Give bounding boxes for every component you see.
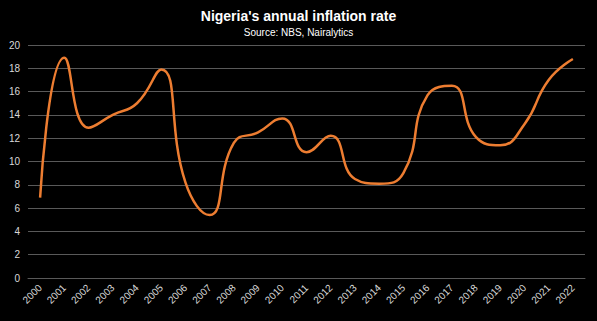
svg-text:20: 20	[9, 40, 21, 51]
svg-text:2018: 2018	[456, 282, 480, 306]
svg-text:2016: 2016	[408, 282, 432, 306]
svg-text:2013: 2013	[335, 282, 359, 306]
svg-text:2015: 2015	[384, 282, 408, 306]
svg-text:2008: 2008	[214, 282, 238, 306]
svg-text:2021: 2021	[529, 282, 553, 306]
svg-text:2006: 2006	[166, 282, 190, 306]
svg-text:10: 10	[9, 156, 21, 167]
svg-text:12: 12	[9, 133, 21, 144]
svg-text:8: 8	[14, 179, 20, 190]
svg-text:2001: 2001	[45, 282, 69, 306]
svg-text:2002: 2002	[69, 282, 93, 306]
svg-text:2017: 2017	[432, 282, 456, 306]
svg-text:2020: 2020	[505, 282, 529, 306]
svg-text:6: 6	[14, 203, 20, 214]
svg-text:2: 2	[14, 249, 20, 260]
svg-text:2007: 2007	[190, 282, 214, 306]
svg-text:2014: 2014	[360, 282, 384, 306]
svg-text:2003: 2003	[93, 282, 117, 306]
svg-text:18: 18	[9, 63, 21, 74]
svg-text:2004: 2004	[117, 282, 141, 306]
svg-text:14: 14	[9, 109, 21, 120]
svg-text:2012: 2012	[311, 282, 335, 306]
svg-text:Source: NBS, Nairalytics: Source: NBS, Nairalytics	[244, 27, 353, 38]
svg-text:2010: 2010	[263, 282, 287, 306]
svg-text:Nigeria's annual inflation rat: Nigeria's annual inflation rate	[201, 8, 397, 24]
svg-text:16: 16	[9, 86, 21, 97]
svg-text:2011: 2011	[287, 282, 310, 305]
svg-text:2005: 2005	[142, 282, 166, 306]
svg-text:2009: 2009	[238, 282, 262, 306]
svg-text:4: 4	[14, 226, 20, 237]
svg-text:0: 0	[14, 273, 20, 284]
svg-text:2022: 2022	[553, 282, 577, 306]
svg-text:2000: 2000	[21, 282, 45, 306]
svg-text:2019: 2019	[481, 282, 505, 306]
